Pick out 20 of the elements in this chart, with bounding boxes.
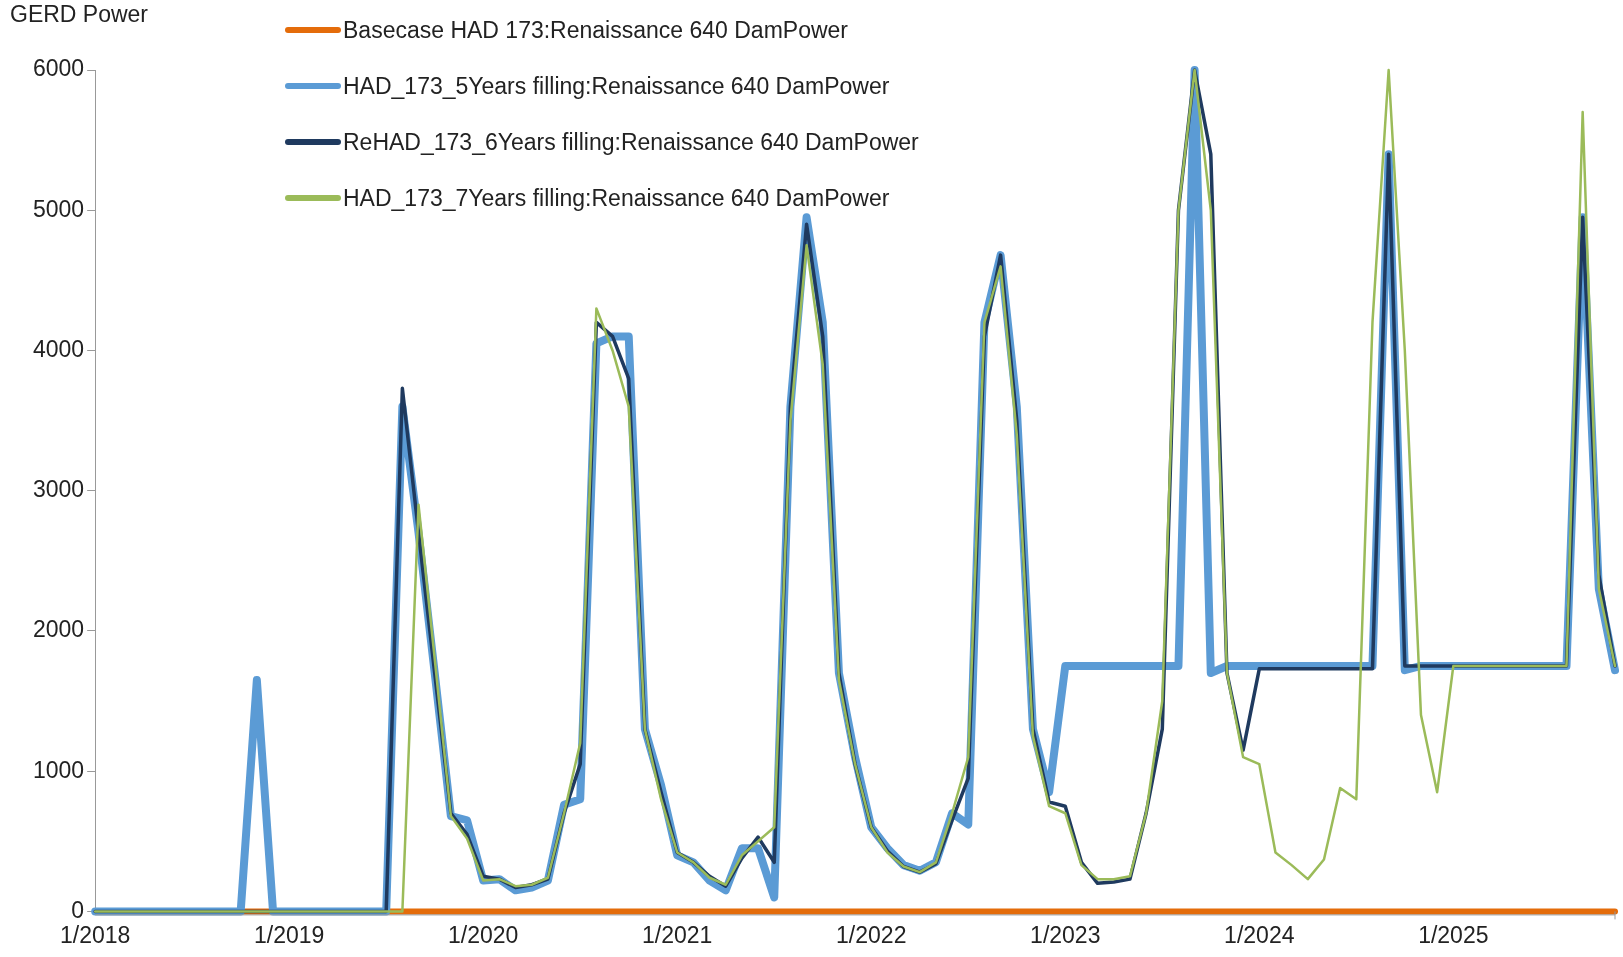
- x-tick-label: 1/2019: [254, 921, 325, 948]
- legend-label: HAD_173_5Years filling:Renaissance 640 DamPower: [343, 72, 890, 100]
- y-axis-title: GERD Power: [10, 0, 149, 27]
- x-tick-label: 1/2023: [1030, 921, 1101, 948]
- x-tick-label: 1/2025: [1418, 921, 1489, 948]
- y-tick-label: 0: [71, 896, 85, 923]
- y-tick-label: 4000: [32, 335, 85, 362]
- x-tick-label: 1/2022: [836, 921, 907, 948]
- y-tick-label: 2000: [32, 616, 85, 643]
- y-tick-label: 5000: [32, 195, 85, 222]
- x-tick-label: 1/2024: [1224, 921, 1295, 948]
- legend-label: HAD_173_7Years filling:Renaissance 640 DamPower: [343, 184, 890, 212]
- legend-label: ReHAD_173_6Years filling:Renaissance 640 DamPower: [343, 128, 919, 156]
- y-tick-label: 1000: [32, 756, 85, 783]
- y-tick-label: 3000: [32, 476, 85, 503]
- x-tick-label: 1/2021: [642, 921, 713, 948]
- legend-label: Basecase HAD 173:Renaissance 640 DamPower: [343, 16, 848, 44]
- x-tick-label: 1/2018: [59, 921, 131, 948]
- y-tick-label: 6000: [32, 55, 85, 82]
- x-tick-label: 1/2020: [448, 921, 519, 948]
